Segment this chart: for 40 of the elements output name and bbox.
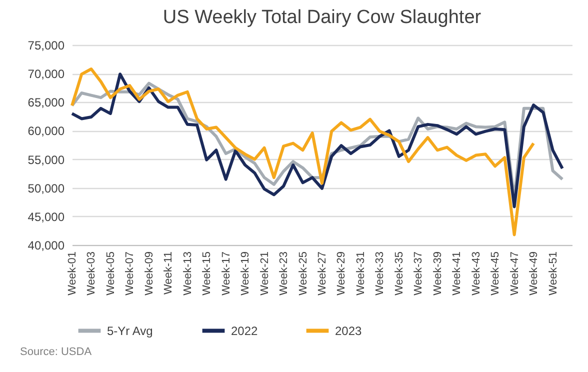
y-tick-label: 45,000 <box>28 210 65 224</box>
x-tick-label: Week-29 <box>336 252 348 296</box>
x-tick-label: Week-03 <box>86 252 98 296</box>
x-tick-label: Week-31 <box>354 252 367 296</box>
x-tick-label: Week-27 <box>316 252 328 296</box>
x-tick-label: Week-13 <box>182 252 194 296</box>
source-note: Source: USDA <box>20 346 92 358</box>
x-tick-label: Week-45 <box>490 252 502 296</box>
x-tick-label: Week-43 <box>470 252 482 296</box>
x-tick-label: Week-17 <box>220 252 232 296</box>
x-tick-label: Week-21 <box>258 252 271 296</box>
y-tick-label: 60,000 <box>28 124 65 138</box>
y-tick-label: 50,000 <box>28 181 65 196</box>
legend-label: 5-Yr Avg <box>107 324 153 338</box>
x-tick-label: Week-49 <box>528 252 540 296</box>
x-tick-label: Week-41 <box>451 252 464 296</box>
x-tick-label: Week-15 <box>201 252 214 296</box>
y-tick-label: 40,000 <box>28 238 65 252</box>
x-tick-label: Week-05 <box>104 252 117 296</box>
x-tick-label: Week-19 <box>240 252 252 296</box>
x-tick-label: Week-47 <box>508 252 521 296</box>
x-tick-label: Week-07 <box>124 252 136 296</box>
x-tick-label: Week-25 <box>297 252 310 296</box>
legend-label: 2022 <box>231 324 258 338</box>
legend-label: 2023 <box>335 324 362 338</box>
x-tick-label: Week-33 <box>374 252 386 296</box>
y-tick-label: 70,000 <box>28 67 65 82</box>
x-tick-label: Week-37 <box>412 252 425 296</box>
y-tick-label: 55,000 <box>28 152 65 167</box>
x-tick-label: Week-01 <box>66 252 78 296</box>
x-tick-label: Week-39 <box>432 252 444 296</box>
x-tick-label: Week-09 <box>143 252 156 296</box>
x-tick-label: Week-23 <box>278 252 290 296</box>
y-tick-label: 65,000 <box>28 96 65 110</box>
chart-title: US Weekly Total Dairy Cow Slaughter <box>162 7 482 28</box>
x-tick-label: Week-35 <box>393 252 406 296</box>
x-tick-label: Week-51 <box>547 252 560 296</box>
y-tick-label: 75,000 <box>28 38 65 52</box>
x-tick-label: Week-11 <box>162 252 175 295</box>
line-series <box>70 68 536 236</box>
